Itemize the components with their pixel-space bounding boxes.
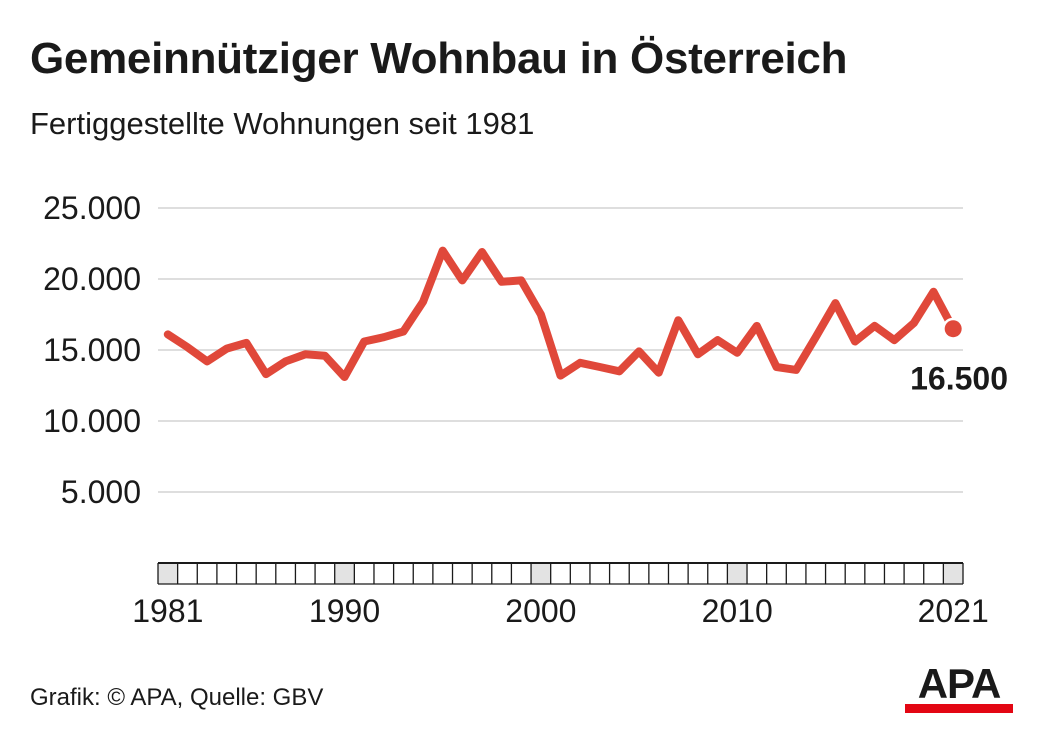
gridlines xyxy=(158,207,963,493)
x-axis-major-cell xyxy=(531,563,551,584)
y-tick-label: 25.000 xyxy=(43,190,141,226)
end-point-marker xyxy=(944,320,962,338)
x-tick-label: 2021 xyxy=(918,593,989,629)
x-axis-major-cell xyxy=(334,563,355,584)
y-tick-label: 10.000 xyxy=(43,403,141,439)
y-tick-label: 15.000 xyxy=(43,332,141,368)
data-series xyxy=(163,246,958,381)
x-axis-tick-labels: 1981 1990 2000 2010 2021 xyxy=(132,593,989,629)
apa-logo-bar xyxy=(905,704,1013,713)
annotations: 16.500 xyxy=(910,317,1008,397)
y-tick-label: 5.000 xyxy=(61,474,141,510)
x-tick-label: 2000 xyxy=(505,593,576,629)
x-axis-major-cell xyxy=(158,563,178,584)
x-axis-major-cell xyxy=(943,563,963,584)
y-tick-label: 20.000 xyxy=(43,261,141,297)
apa-logo-text: APA xyxy=(917,660,1002,707)
x-tick-label: 2010 xyxy=(702,593,773,629)
y-axis-tick-labels: 5.000 10.000 15.000 20.000 25.000 xyxy=(43,190,141,510)
x-tick-label: 1990 xyxy=(309,593,380,629)
chart-subtitle: Fertiggestellte Wohnungen seit 1981 xyxy=(30,106,535,141)
x-axis-band xyxy=(157,562,964,585)
source-note: Grafik: © APA, Quelle: GBV xyxy=(30,684,324,711)
series-line xyxy=(163,246,958,381)
x-tick-label: 1981 xyxy=(132,593,203,629)
chart-title: Gemeinnütziger Wohnbau in Österreich xyxy=(30,34,848,83)
end-value-label: 16.500 xyxy=(910,361,1008,397)
apa-logo: APA xyxy=(905,663,1013,713)
x-axis-major-cell xyxy=(727,563,748,584)
